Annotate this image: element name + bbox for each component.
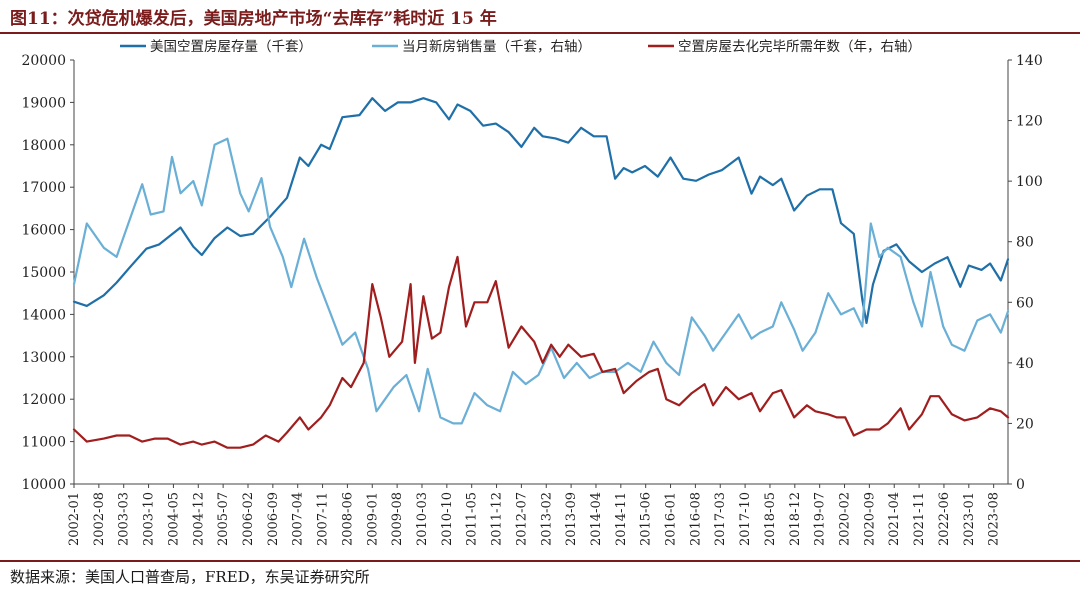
title-rule [0, 32, 1080, 34]
x-tick-label: 2012-07 [514, 492, 529, 546]
x-tick-label: 2016-08 [688, 492, 703, 546]
x-tick-label: 2019-07 [813, 492, 828, 546]
x-tick-label: 2011-12 [490, 492, 505, 546]
left-tick-label: 15000 [21, 265, 66, 281]
left-tick-label: 10000 [21, 477, 66, 493]
x-tick-label: 2021-11 [912, 492, 927, 546]
x-tick-label: 2021-04 [887, 492, 902, 546]
left-tick-label: 17000 [21, 180, 66, 196]
right-tick-label: 40 [1016, 356, 1034, 372]
x-tick-label: 2006-02 [241, 492, 256, 546]
x-tick-label: 2004-12 [191, 492, 206, 546]
x-tick-label: 2008-06 [340, 492, 355, 546]
x-tick-label: 2022-06 [937, 492, 952, 546]
right-tick-label: 100 [1016, 174, 1043, 190]
x-tick-label: 2009-01 [365, 492, 380, 546]
x-tick-label: 2011-05 [465, 492, 480, 546]
left-tick-label: 18000 [21, 138, 66, 154]
supply-years-series-line [72, 255, 1010, 449]
right-tick-label: 20 [1016, 416, 1034, 432]
x-tick-label: 2007-04 [291, 492, 306, 546]
x-tick-label: 2003-03 [117, 492, 132, 546]
x-tick-label: 2005-07 [216, 492, 231, 546]
x-tick-label: 2014-04 [589, 492, 604, 546]
left-tick-label: 11000 [21, 435, 66, 451]
x-tick-label: 2023-01 [962, 492, 977, 546]
x-tick-label: 2009-08 [390, 492, 405, 546]
new-sales-series-line [72, 137, 1010, 425]
x-tick-label: 2004-05 [166, 492, 181, 546]
left-tick-label: 13000 [21, 350, 66, 366]
inventory-series-line [72, 97, 1010, 324]
footer-rule [0, 560, 1080, 562]
left-tick-label: 12000 [21, 392, 66, 408]
right-tick-label: 60 [1016, 295, 1034, 311]
chart-title: 图11：次贷危机爆发后，美国房地产市场“去库存”耗时近 15 年 [10, 9, 497, 29]
x-tick-label: 2013-09 [564, 492, 579, 546]
right-tick-label: 140 [1016, 53, 1043, 69]
x-tick-label: 2002-08 [92, 492, 107, 546]
x-tick-label: 2013-02 [539, 492, 554, 546]
x-tick-label: 2023-08 [987, 492, 1002, 546]
x-tick-label: 2017-10 [738, 492, 753, 546]
x-tick-label: 2010-03 [415, 492, 430, 546]
x-tick-label: 2014-11 [614, 492, 629, 546]
x-tick-label: 2006-09 [266, 492, 281, 546]
left-tick-label: 14000 [21, 307, 66, 323]
x-tick-label: 2016-01 [664, 492, 679, 546]
right-tick-label: 80 [1016, 235, 1034, 251]
x-tick-label: 2018-05 [763, 492, 778, 546]
x-tick-label: 2002-01 [67, 492, 82, 546]
source-note: 数据来源：美国人口普查局，FRED，东吴证券研究所 [10, 568, 370, 586]
legend-label: 当月新房销售量（千套，右轴） [402, 39, 591, 55]
right-tick-label: 0 [1016, 477, 1025, 493]
x-tick-label: 2007-11 [316, 492, 331, 546]
x-tick-label: 2020-09 [862, 492, 877, 546]
left-tick-label: 16000 [21, 223, 66, 239]
line-chart: 10000 11000 12000 13000 14000 15000 16000 17000… [21, 39, 1043, 546]
legend-label: 美国空置房屋存量（千套） [150, 39, 312, 55]
right-tick-label: 120 [1016, 114, 1043, 130]
left-tick-label: 19000 [21, 95, 66, 111]
x-tick-label: 2003-10 [142, 492, 157, 546]
x-tick-label: 2017-03 [713, 492, 728, 546]
x-tick-label: 2010-10 [440, 492, 455, 546]
x-tick-label: 2018-12 [788, 492, 803, 546]
x-tick-label: 2015-06 [639, 492, 654, 546]
x-tick-label: 2020-02 [838, 492, 853, 546]
left-tick-label: 20000 [21, 53, 66, 69]
legend-label: 空置房屋去化完毕所需年数（年，右轴） [678, 39, 921, 55]
